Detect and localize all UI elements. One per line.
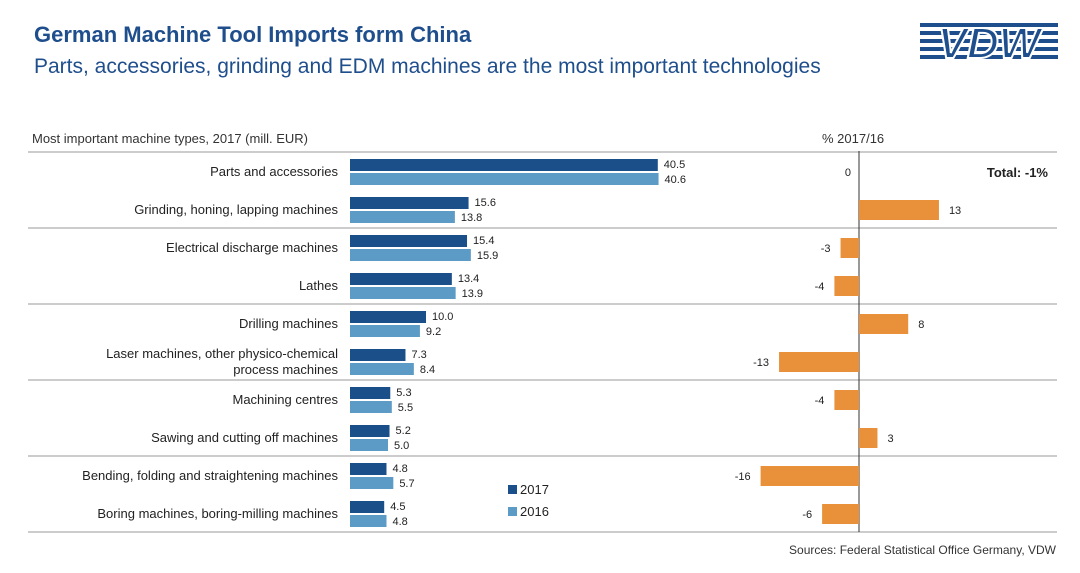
change-bar <box>822 504 859 524</box>
bar-2017 <box>350 387 391 399</box>
value-label-2017: 4.5 <box>390 501 405 513</box>
value-label-2017: 15.4 <box>473 235 494 247</box>
page-title: German Machine Tool Imports form China <box>34 22 472 47</box>
legend-swatch <box>508 485 517 494</box>
bar-2016 <box>350 515 387 527</box>
value-label-2017: 7.3 <box>411 349 426 361</box>
value-label-2017: 5.3 <box>396 387 411 399</box>
value-label-2016: 5.7 <box>399 478 414 490</box>
bar-2017 <box>350 311 426 323</box>
bar-2016 <box>350 401 392 413</box>
source-note: Sources: Federal Statistical Office Germ… <box>789 543 1056 557</box>
change-bar <box>760 466 859 486</box>
category-label: Machining centres <box>233 392 339 407</box>
bar-2017 <box>350 235 468 247</box>
bar-2017 <box>350 501 385 513</box>
right-section-label: % 2017/16 <box>822 131 885 146</box>
value-label-2017: 10.0 <box>432 311 453 323</box>
value-label-2017: 4.8 <box>392 463 407 475</box>
value-label-2016: 15.9 <box>477 250 498 262</box>
category-label: Drilling machines <box>239 316 338 331</box>
value-label-2017: 13.4 <box>458 273 479 285</box>
category-label: Sawing and cutting off machines <box>151 430 338 445</box>
value-label-2016: 5.5 <box>398 402 413 414</box>
value-label-2016: 13.8 <box>461 212 482 224</box>
change-value-label: -4 <box>815 395 825 407</box>
bar-2017 <box>350 159 658 171</box>
bar-2017 <box>350 273 452 285</box>
legend-label: 2016 <box>520 504 549 519</box>
total-label: Total: -1% <box>987 165 1049 180</box>
logo-text: VDW <box>938 19 1044 62</box>
category-label: Parts and accessories <box>210 164 338 179</box>
change-bar <box>840 238 859 258</box>
bar-2016 <box>350 477 394 489</box>
value-label-2016: 9.2 <box>426 326 441 338</box>
bar-2016 <box>350 249 471 261</box>
change-bar <box>859 428 878 448</box>
logo-stripe-2 <box>920 31 1058 35</box>
bar-2017 <box>350 463 387 475</box>
change-bar <box>834 390 859 410</box>
bar-2016 <box>350 439 388 451</box>
value-label-2017: 5.2 <box>396 425 411 437</box>
category-label: Grinding, honing, lapping machines <box>134 202 338 217</box>
left-section-label: Most important machine types, 2017 (mill… <box>32 131 308 146</box>
category-label: Lathes <box>299 278 339 293</box>
category-label: Laser machines, other physico-chemical pr… <box>106 346 338 377</box>
category-label: Electrical discharge machines <box>166 240 338 255</box>
change-value-label: -16 <box>735 471 751 483</box>
bar-2016 <box>350 325 420 337</box>
page-subtitle: Parts, accessories, grinding and EDM mac… <box>34 55 821 78</box>
bar-2017 <box>350 197 469 209</box>
category-label: Bending, folding and straightening machi… <box>82 468 338 483</box>
change-value-label: 8 <box>918 319 924 331</box>
change-bar <box>859 314 909 334</box>
logo-stripe-4 <box>920 47 1058 51</box>
legend-swatch <box>508 507 517 516</box>
bar-2017 <box>350 349 406 361</box>
legend-label: 2017 <box>520 482 549 497</box>
change-bar <box>859 200 939 220</box>
change-value-label: 0 <box>845 167 851 179</box>
change-value-label: -3 <box>821 243 831 255</box>
bar-2017 <box>350 425 390 437</box>
value-label-2016: 5.0 <box>394 440 409 452</box>
change-value-label: -6 <box>802 509 812 521</box>
logo-stripe-1 <box>920 23 1058 27</box>
value-label-2016: 8.4 <box>420 364 435 376</box>
change-value-label: -4 <box>815 281 825 293</box>
value-label-2017: 40.5 <box>664 159 685 171</box>
change-value-label: 3 <box>887 433 893 445</box>
change-value-label: 13 <box>949 205 961 217</box>
change-bar <box>779 352 859 372</box>
logo-stripe-3 <box>920 39 1058 43</box>
bar-2016 <box>350 173 659 185</box>
value-label-2016: 13.9 <box>462 288 483 300</box>
change-bar <box>834 276 859 296</box>
logo-stripe-5 <box>920 55 1058 59</box>
bar-2016 <box>350 287 456 299</box>
value-label-2016: 40.6 <box>665 174 686 186</box>
category-label: Boring machines, boring-milling machines <box>97 506 338 521</box>
change-value-label: -13 <box>753 357 769 369</box>
value-label-2017: 15.6 <box>475 197 496 209</box>
value-label-2016: 4.8 <box>392 516 407 528</box>
bar-2016 <box>350 211 455 223</box>
vdw-logo: VDW <box>920 18 1058 62</box>
bar-2016 <box>350 363 414 375</box>
